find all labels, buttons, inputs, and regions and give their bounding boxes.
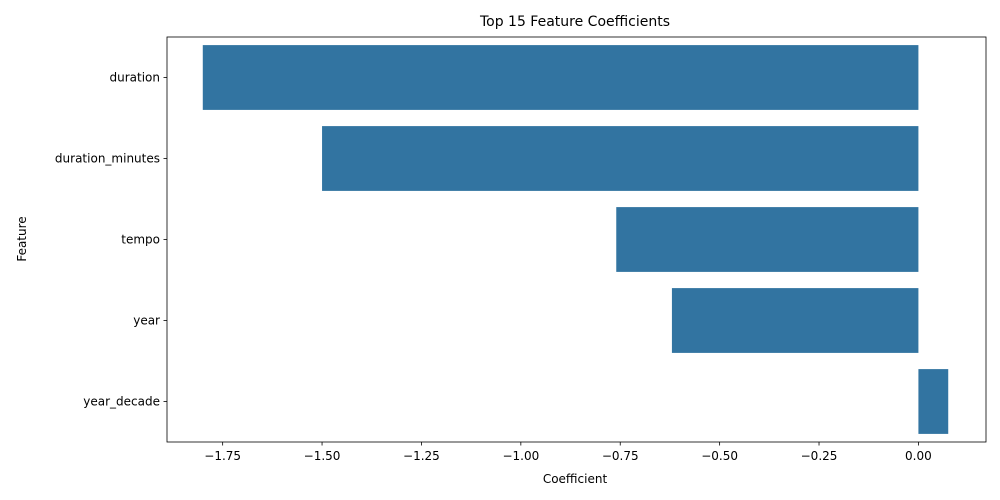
y-tick-label: tempo	[121, 233, 160, 247]
x-tick-label: −0.25	[801, 449, 838, 463]
x-tick-label: 0.00	[905, 449, 932, 463]
bar-year	[671, 288, 919, 353]
x-tick-label: −1.25	[403, 449, 440, 463]
y-axis-title: Feature	[15, 216, 29, 261]
chart-title: Top 15 Feature Coefficients	[479, 14, 670, 30]
y-tick-label: duration	[110, 71, 161, 85]
x-tick-label: −0.50	[701, 449, 738, 463]
y-tick-label: duration_minutes	[55, 152, 160, 166]
plot-area-frame	[166, 36, 987, 443]
bar-duration	[202, 45, 919, 110]
x-tick-label: −0.75	[602, 449, 639, 463]
bars-group	[202, 45, 949, 434]
bar-year-decade	[918, 369, 949, 434]
x-axis-title: Coefficient	[543, 472, 608, 486]
y-tick-label: year_decade	[83, 395, 160, 409]
x-tick-label: −1.75	[204, 449, 241, 463]
x-axis-ticks: −1.75 −1.50 −1.25 −1.00 −0.75 −0.50 −0.25 0.00	[204, 442, 932, 463]
bar-duration-minutes	[322, 126, 919, 191]
bar-tempo	[616, 207, 919, 272]
x-tick-label: −1.50	[304, 449, 341, 463]
y-tick-label: year	[133, 314, 160, 328]
x-tick-label: −1.00	[502, 449, 539, 463]
